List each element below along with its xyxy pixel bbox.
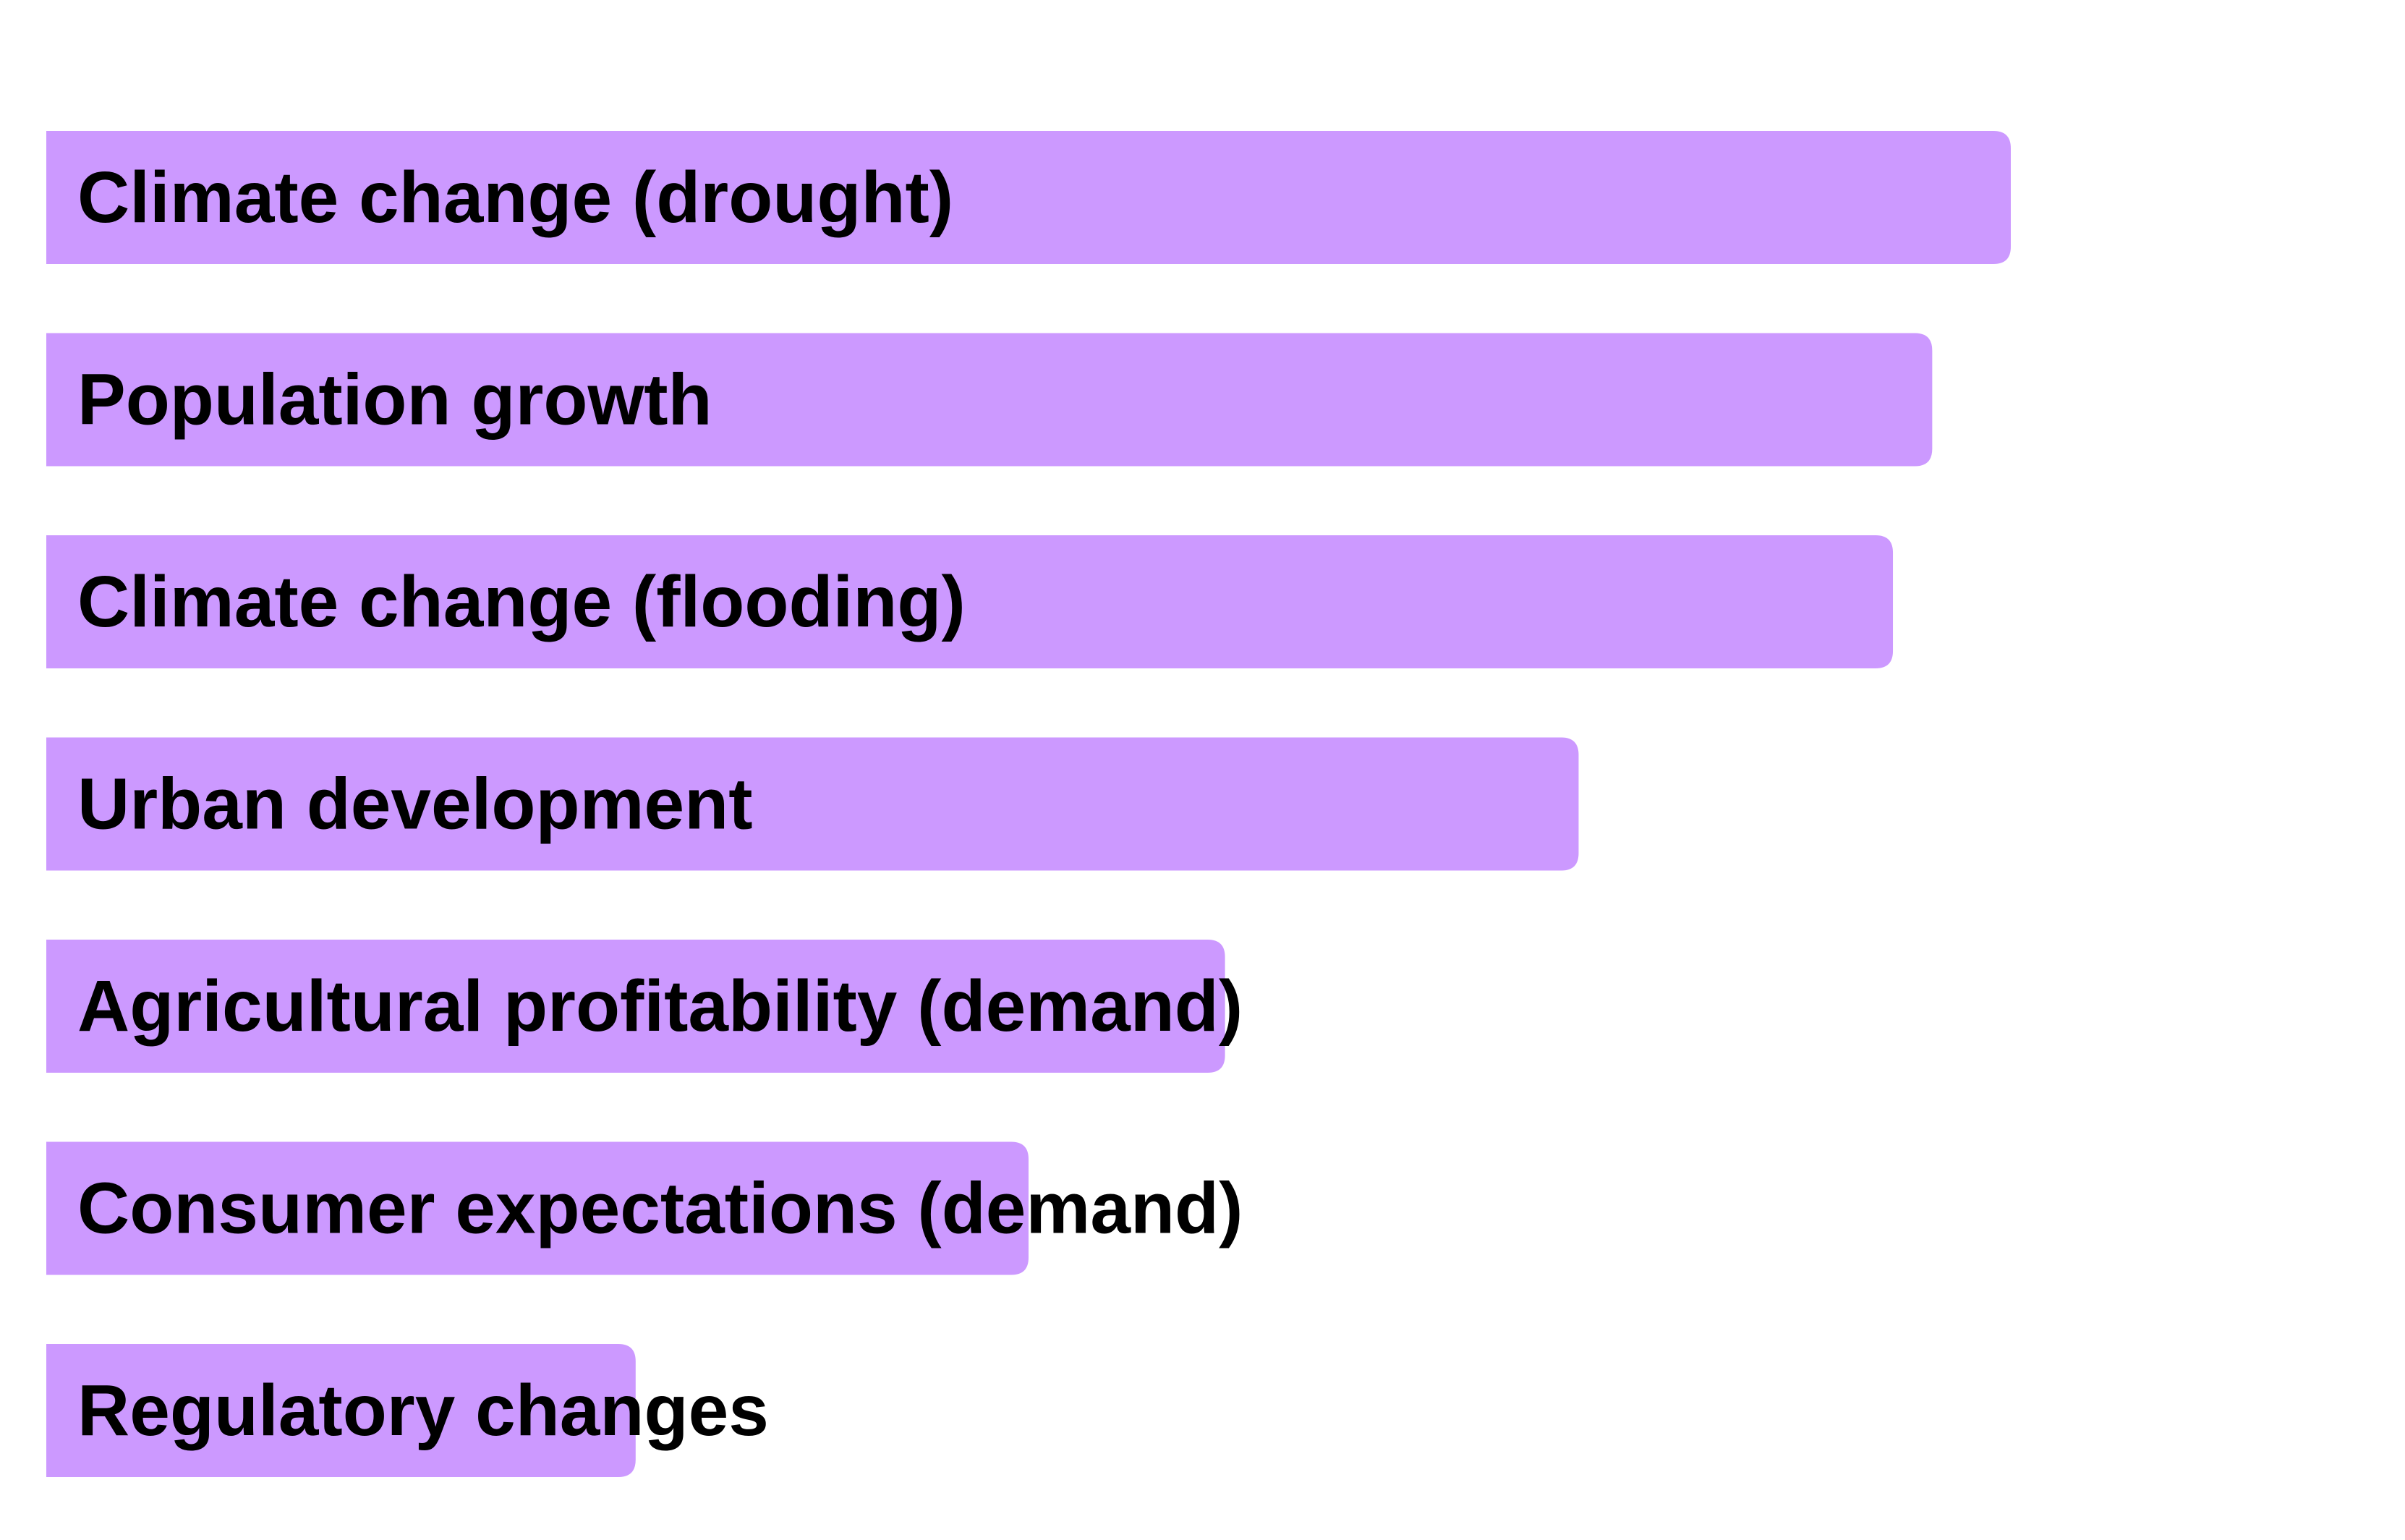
bar-label-urban-development: Urban development xyxy=(77,764,753,845)
bar-label-climate-change-flooding: Climate change (flooding) xyxy=(77,561,966,642)
bars-group xyxy=(46,131,2011,1477)
bar-consumer-expectations-demand xyxy=(46,1141,1029,1275)
bar-urban-development xyxy=(46,737,1579,871)
bar-label-population-growth: Population growth xyxy=(77,360,712,441)
bar-agricultural-profitability-demand xyxy=(46,940,1225,1073)
bar-label-agricultural-profitability-demand: Agricultural profitability (demand) xyxy=(77,966,1243,1047)
bar-label-climate-change-drought: Climate change (drought) xyxy=(77,157,953,238)
bar-label-consumer-expectations-demand: Consumer expectations (demand) xyxy=(77,1168,1243,1249)
bar-climate-change-drought xyxy=(46,131,2011,264)
bar-population-growth xyxy=(46,333,1933,467)
bar-label-regulatory-changes: Regulatory changes xyxy=(77,1370,769,1451)
bar-climate-change-flooding xyxy=(46,535,1894,668)
bar-regulatory-changes xyxy=(46,1344,636,1477)
labels-group: Climate change (drought) Population growt… xyxy=(77,157,1243,1451)
